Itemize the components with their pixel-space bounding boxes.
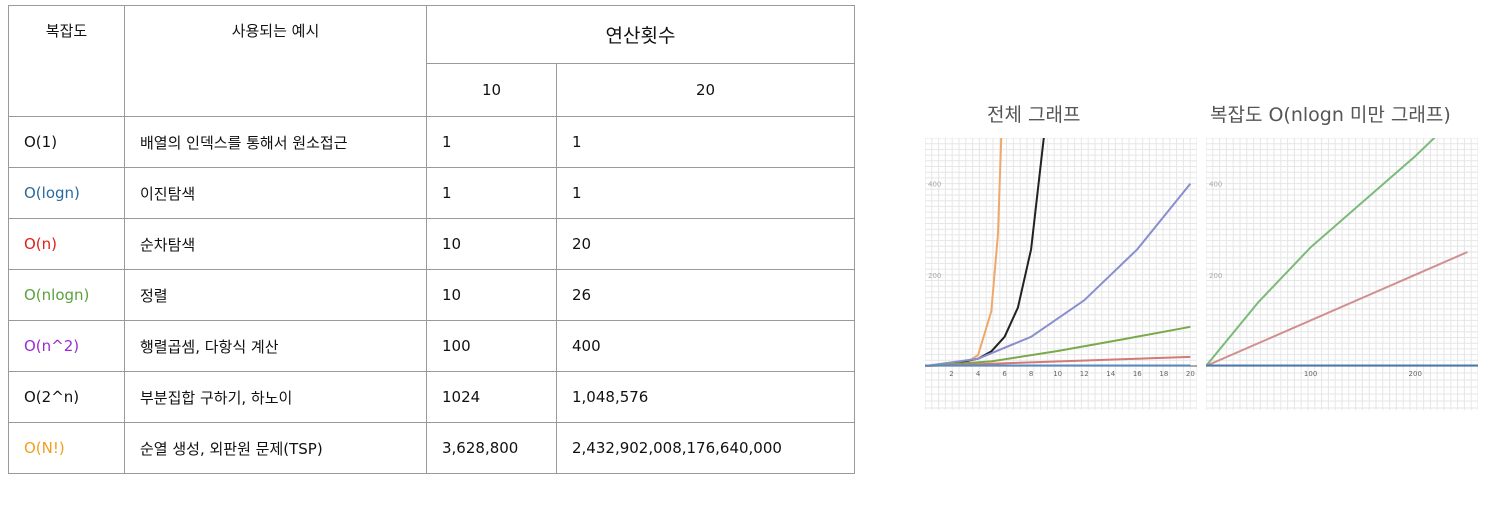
full-complexity-chart: 200 400 2 4 6 8 10 12 14 16 18 20 [925,138,1197,410]
value-n20-cell: 2,432,902,008,176,640,000 [556,422,855,474]
table-row: O(logn) 이진탐색 1 1 [8,167,855,219]
complexity-cell: O(n^2) [8,320,125,372]
x-tick-label: 14 [1106,370,1115,378]
value-n10-cell: 100 [426,320,557,372]
chart-title-all: 전체 그래프 [987,104,1081,126]
value-n20-cell: 1,048,576 [556,371,855,423]
header-n10: 10 [426,63,557,117]
value-n10-cell: 1 [426,167,557,219]
example-cell: 순열 생성, 외판원 문제(TSP) [124,422,427,474]
header-ops: 연산횟수 [426,5,855,64]
value-n10-cell: 1024 [426,371,557,423]
complexity-table: 복잡도 사용되는 예시 연산횟수 10 20 O(1) 배열의 인덱스를 통해서… [8,5,855,474]
x-tick-label: 10 [1053,370,1062,378]
x-tick-label: 8 [1029,370,1033,378]
x-tick-label: 4 [976,370,981,378]
header-example: 사용되는 예시 [124,5,427,117]
sub-nlogn-complexity-chart: 200 400 100 200 [1206,138,1478,410]
value-n20-cell: 26 [556,269,855,321]
series-line [925,355,1191,367]
complexity-cell: O(logn) [8,167,125,219]
table-row: O(1) 배열의 인덱스를 통해서 원소접근 1 1 [8,116,855,168]
chart-title-under-nlogn: 복잡도 O(nlogn 미만 그래프) [1210,104,1451,126]
complexity-cell: O(n) [8,218,125,270]
table-row: O(N!) 순열 생성, 외판원 문제(TSP) 3,628,800 2,432… [8,422,855,474]
x-tick-label: 16 [1133,370,1142,378]
x-tick-label: 12 [1080,370,1089,378]
example-cell: 부분집합 구하기, 하노이 [124,371,427,423]
complexity-cell: O(nlogn) [8,269,125,321]
value-n10-cell: 10 [426,269,557,321]
example-cell: 정렬 [124,269,427,321]
series-line [925,325,1191,367]
value-n10-cell: 1 [426,116,557,168]
series-line [1206,251,1468,367]
example-cell: 배열의 인덱스를 통해서 원소접근 [124,116,427,168]
complexity-cell: O(1) [8,116,125,168]
table-row: O(nlogn) 정렬 10 26 [8,269,855,321]
grid [1206,138,1478,410]
value-n20-cell: 1 [556,116,855,168]
example-cell: 순차탐색 [124,218,427,270]
x-tick-label: 20 [1186,370,1195,378]
table-row: O(2^n) 부분집합 구하기, 하노이 1024 1,048,576 [8,371,855,423]
table-row: O(n) 순차탐색 10 20 [8,218,855,270]
x-tick-label: 2 [949,370,953,378]
y-tick-label: 400 [928,181,941,189]
x-tick-label: 100 [1304,370,1317,378]
x-tick-label: 6 [1002,370,1007,378]
header-n20: 20 [556,63,855,117]
x-tick-label: 200 [1409,370,1422,378]
complexity-cell: O(N!) [8,422,125,474]
value-n10-cell: 10 [426,218,557,270]
series-line [1206,138,1436,367]
y-tick-label: 400 [1209,181,1222,189]
complexity-cell: O(2^n) [8,371,125,423]
example-cell: 행렬곱셈, 다항식 계산 [124,320,427,372]
value-n20-cell: 1 [556,167,855,219]
value-n10-cell: 3,628,800 [426,422,557,474]
value-n20-cell: 400 [556,320,855,372]
header-complexity: 복잡도 [8,5,125,117]
value-n20-cell: 20 [556,218,855,270]
series-line [925,182,1192,367]
table-row: O(n^2) 행렬곱셈, 다항식 계산 100 400 [8,320,855,372]
example-cell: 이진탐색 [124,167,427,219]
x-tick-label: 18 [1159,370,1168,378]
y-tick-label: 200 [1209,272,1222,280]
y-tick-label: 200 [928,272,941,280]
